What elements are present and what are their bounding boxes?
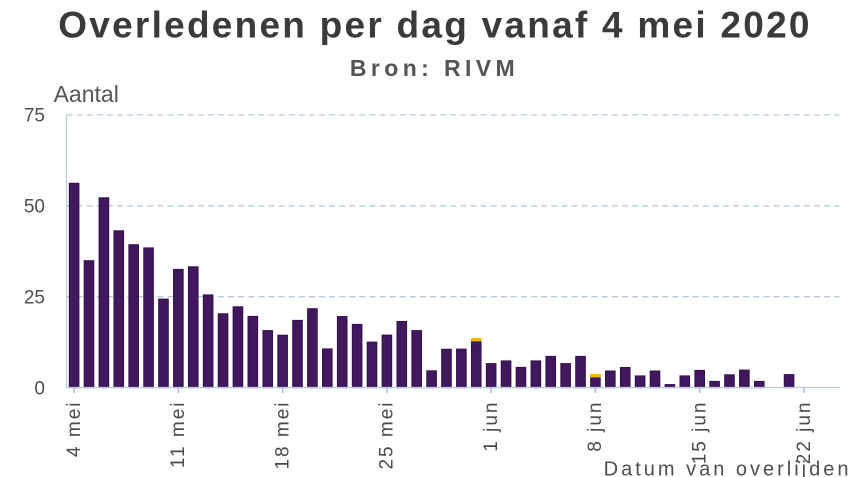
svg-text:4 mei: 4 mei <box>64 401 85 457</box>
svg-text:75: 75 <box>24 106 45 127</box>
svg-text:22 jun: 22 jun <box>794 401 815 465</box>
svg-text:25: 25 <box>24 288 45 309</box>
svg-text:8 jun: 8 jun <box>585 401 606 452</box>
svg-text:15 jun: 15 jun <box>689 401 710 465</box>
svg-text:Datum van overlijden: Datum van overlijden <box>604 459 850 477</box>
svg-text:0: 0 <box>34 378 45 399</box>
svg-text:25 mei: 25 mei <box>377 401 398 470</box>
svg-text:Aantal: Aantal <box>54 81 119 107</box>
svg-text:18 mei: 18 mei <box>272 401 293 470</box>
svg-text:1 jun: 1 jun <box>481 400 502 451</box>
svg-text:Bron: RIVM: Bron: RIVM <box>350 55 519 81</box>
svg-text:Overledenen per dag vanaf 4 me: Overledenen per dag vanaf 4 mei 2020 <box>58 5 812 46</box>
svg-text:11 mei: 11 mei <box>168 401 189 469</box>
svg-text:50: 50 <box>24 197 45 218</box>
